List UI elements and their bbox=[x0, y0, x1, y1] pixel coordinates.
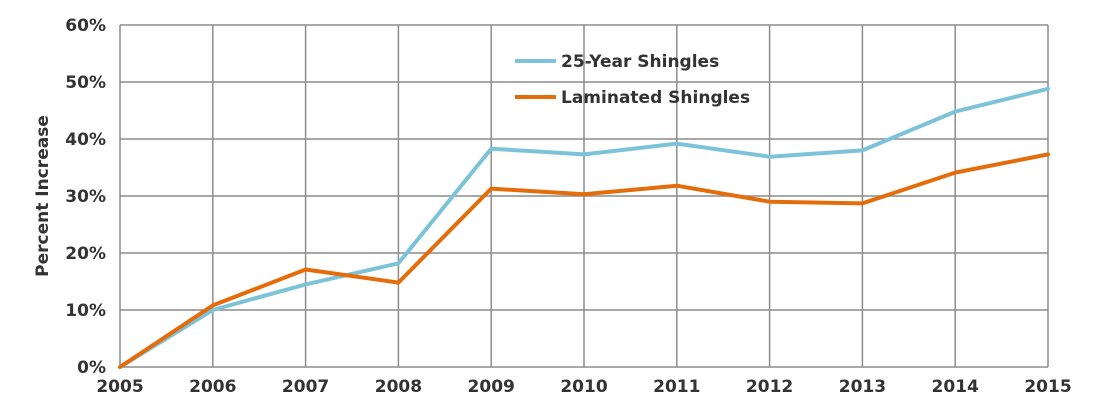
y-tick-label: 20% bbox=[65, 244, 106, 264]
y-tick-label: 0% bbox=[77, 358, 106, 378]
y-axis-ticks: 0% 10% 20% 30% 40% 50% 60% bbox=[65, 16, 106, 378]
x-tick-label: 2008 bbox=[375, 377, 422, 397]
x-tick-label: 2010 bbox=[560, 377, 607, 397]
x-axis-ticks: 2005 2006 2007 2008 2009 2010 2011 2012 2013 2014… bbox=[96, 377, 1071, 397]
y-tick-label: 40% bbox=[65, 130, 106, 150]
x-tick-label: 2006 bbox=[189, 377, 236, 397]
x-tick-label: 2015 bbox=[1024, 377, 1071, 397]
y-tick-label: 10% bbox=[65, 301, 106, 321]
chart-series bbox=[118, 86, 1050, 369]
y-tick-label: 60% bbox=[65, 16, 106, 36]
y-axis-title: Percent Increase bbox=[33, 115, 53, 277]
series-line-0 bbox=[118, 86, 1050, 369]
x-tick-label: 2014 bbox=[932, 377, 979, 397]
x-tick-label: 2013 bbox=[839, 377, 886, 397]
x-tick-label: 2009 bbox=[468, 377, 515, 397]
y-tick-label: 50% bbox=[65, 73, 106, 93]
legend-label: 25-Year Shingles bbox=[561, 52, 719, 72]
x-tick-label: 2005 bbox=[96, 377, 143, 397]
x-tick-label: 2007 bbox=[282, 377, 329, 397]
x-tick-label: 2011 bbox=[653, 377, 700, 397]
series-line-1 bbox=[118, 152, 1050, 369]
x-tick-label: 2012 bbox=[746, 377, 793, 397]
legend-label: Laminated Shingles bbox=[561, 88, 750, 108]
y-tick-label: 30% bbox=[65, 187, 106, 207]
chart-legend: 25-Year Shingles Laminated Shingles bbox=[515, 52, 750, 108]
